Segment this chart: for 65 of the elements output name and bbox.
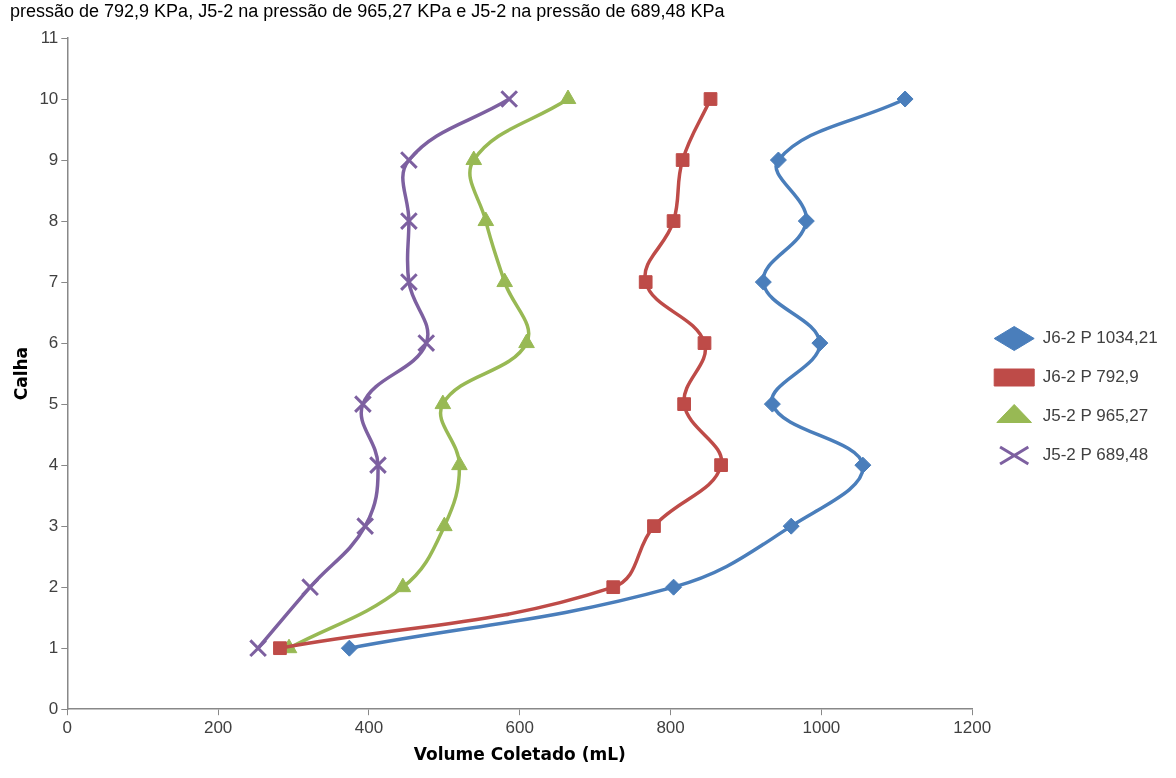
point (811, 334, 829, 352)
point (399, 150, 419, 170)
y-tick-label: 3 (48, 515, 59, 535)
point (647, 519, 661, 534)
point (896, 90, 914, 108)
point (518, 333, 535, 349)
y-tick-label: 7 (48, 271, 59, 291)
x-axis-title: Volume Coletado (mL) (413, 744, 626, 765)
y-tick-label: 2 (48, 576, 59, 596)
legend-label: J6-2 P 792,9 (1042, 367, 1139, 387)
y-tick-label: 8 (48, 210, 59, 230)
y-tick-label: 4 (48, 454, 59, 474)
point (697, 336, 712, 350)
point (416, 333, 436, 353)
point (451, 455, 468, 471)
x-tick-label: 0 (62, 718, 73, 738)
legend-label: J5-2 P 689,48 (1042, 445, 1149, 465)
point (854, 456, 872, 474)
point (399, 272, 419, 292)
point (248, 638, 268, 658)
point (300, 577, 320, 597)
point (465, 150, 483, 166)
point (355, 516, 375, 536)
point (353, 394, 373, 414)
x-tick-label: 1200 (953, 718, 992, 738)
y-tick-label: 11 (40, 27, 59, 47)
point (797, 212, 815, 230)
point (273, 641, 287, 656)
point (477, 211, 495, 227)
point (496, 272, 513, 288)
point (638, 275, 653, 289)
x-tick-label: 200 (203, 718, 233, 738)
y-tick-label: 6 (48, 332, 59, 352)
point (340, 639, 358, 657)
point (559, 89, 577, 105)
point (499, 89, 519, 109)
point (763, 395, 781, 413)
x-tick-label: 400 (354, 718, 384, 738)
point (769, 151, 787, 169)
point (677, 397, 691, 411)
y-tick-label: 10 (39, 88, 59, 108)
legend-label: J6-2 P 1034,21 (1042, 328, 1158, 348)
point (606, 580, 621, 595)
y-axis-title: Calha (10, 346, 31, 401)
point (665, 578, 683, 596)
point (754, 273, 772, 291)
y-tick-label: 0 (48, 698, 59, 718)
point (436, 516, 453, 532)
point (703, 92, 718, 106)
point (666, 214, 681, 228)
point (399, 211, 419, 231)
point (394, 577, 412, 593)
y-tick-label: 9 (48, 149, 59, 169)
x-tick-label: 1000 (802, 718, 841, 738)
legend-label: J5-2 P 965,27 (1042, 406, 1149, 426)
point (714, 458, 728, 472)
point (434, 394, 452, 410)
x-tick-label: 600 (505, 718, 534, 738)
y-tick-label: 5 (48, 393, 59, 413)
y-tick-label: 1 (48, 637, 59, 657)
point (368, 455, 388, 475)
point (782, 517, 800, 535)
x-tick-label: 800 (656, 718, 685, 738)
text: pressão de 792,9 KPa, J5-2 na pressão de 965,27 KPa e J5-2 na pressão de 689,48 KPa (10, 1, 725, 21)
point (675, 153, 690, 167)
